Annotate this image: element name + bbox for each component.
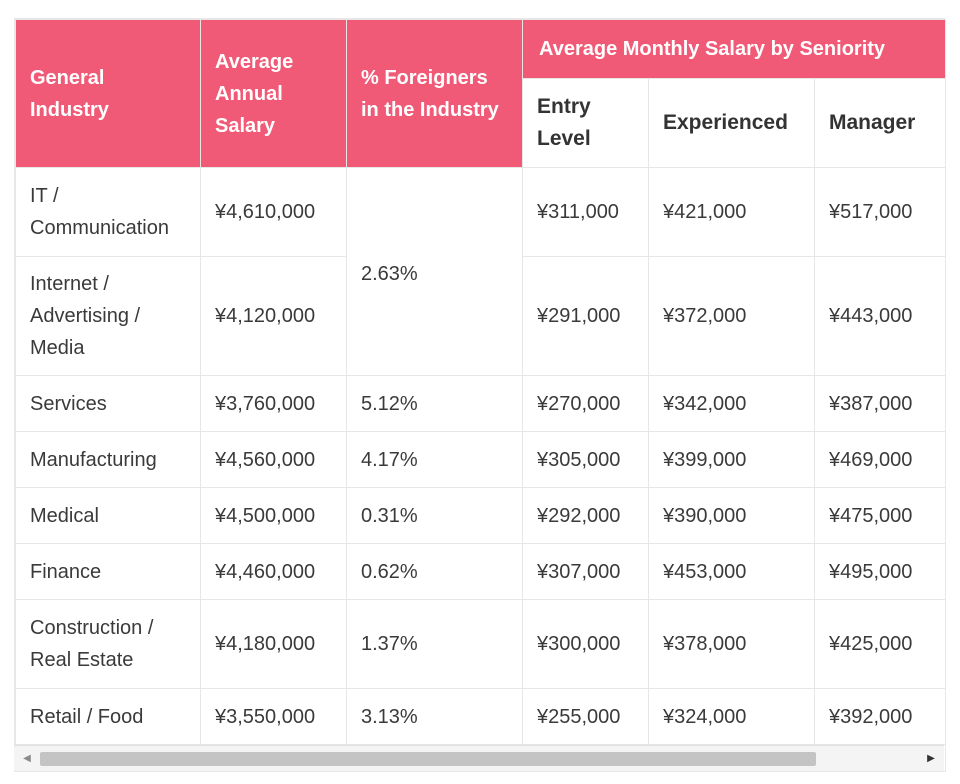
horizontal-scrollbar[interactable]: ◀ ▶ — [14, 745, 944, 771]
cell-annual: ¥4,560,000 — [200, 431, 347, 488]
header-entry-level: Entry Level — [522, 78, 649, 168]
table-row: IT / Communication ¥4,610,000 2.63% ¥311… — [15, 167, 945, 376]
cell-industry: Finance — [15, 543, 201, 600]
cell-annual: ¥4,610,000 — [200, 167, 347, 257]
cell-annual: ¥4,180,000 — [200, 599, 347, 689]
cell-entry: ¥255,000 — [522, 688, 649, 745]
cell-annual: ¥4,460,000 — [200, 543, 347, 600]
header-experienced: Experienced — [648, 78, 815, 168]
cell-experienced: ¥342,000 — [648, 375, 815, 432]
cell-annual: ¥4,500,000 — [200, 487, 347, 544]
cell-experienced: ¥421,000 — [648, 167, 815, 257]
cell-entry: ¥305,000 — [522, 431, 649, 488]
cell-foreigners: 0.31% — [346, 487, 523, 544]
cell-foreigners: 1.37% — [346, 599, 523, 689]
cell-experienced: ¥390,000 — [648, 487, 815, 544]
cell-entry: ¥270,000 — [522, 375, 649, 432]
cell-entry: ¥300,000 — [522, 599, 649, 689]
table-row: Finance ¥4,460,000 0.62% ¥307,000 ¥453,0… — [15, 543, 945, 600]
cell-foreigners: 5.12% — [346, 375, 523, 432]
cell-industry: Construction / Real Estate — [15, 599, 201, 689]
table-row: Manufacturing ¥4,560,000 4.17% ¥305,000 … — [15, 431, 945, 488]
cell-manager: ¥443,000 — [813, 256, 945, 376]
cell-experienced: ¥378,000 — [648, 599, 815, 689]
cell-manager: ¥387,000 — [813, 375, 945, 432]
cell-manager: ¥469,000 — [813, 431, 945, 488]
header-general-industry: General Industry — [15, 19, 201, 168]
header-foreigners-percent: % Foreigners in the Industry — [346, 19, 523, 168]
salary-table: General Industry Average Annual Salary %… — [15, 19, 945, 745]
table-row: Services ¥3,760,000 5.12% ¥270,000 ¥342,… — [15, 375, 945, 432]
cell-manager: ¥475,000 — [813, 487, 945, 544]
cell-foreigners: 3.13% — [346, 688, 523, 745]
cell-manager: ¥392,000 — [813, 688, 945, 745]
cell-manager: ¥517,000 — [813, 167, 945, 257]
cell-annual: ¥4,120,000 — [200, 256, 347, 376]
salary-table-container: General Industry Average Annual Salary %… — [14, 18, 946, 772]
cell-foreigners-value: 2.63% — [361, 263, 418, 285]
cell-manager: ¥495,000 — [813, 543, 945, 600]
cell-industry: Retail / Food — [15, 688, 201, 745]
cell-entry: ¥291,000 — [522, 256, 649, 376]
cell-foreigners: 0.62% — [346, 543, 523, 600]
cell-experienced: ¥372,000 — [648, 256, 815, 376]
header-manager: Manager — [813, 78, 945, 168]
cell-foreigners: 2.63% — [346, 167, 523, 376]
cell-entry: ¥307,000 — [522, 543, 649, 600]
cell-experienced: ¥399,000 — [648, 431, 815, 488]
scroll-right-arrow-icon[interactable]: ▶ — [927, 753, 935, 764]
cell-industry: Manufacturing — [15, 431, 201, 488]
table-row: Medical ¥4,500,000 0.31% ¥292,000 ¥390,0… — [15, 487, 945, 544]
cell-entry: ¥311,000 — [522, 167, 649, 257]
cell-industry: Medical — [15, 487, 201, 544]
cell-experienced: ¥453,000 — [648, 543, 815, 600]
table-row: Retail / Food ¥3,550,000 3.13% ¥255,000 … — [15, 688, 945, 745]
cell-industry: Services — [15, 375, 201, 432]
table-row: Construction / Real Estate ¥4,180,000 1.… — [15, 599, 945, 689]
cell-entry: ¥292,000 — [522, 487, 649, 544]
cell-experienced: ¥324,000 — [648, 688, 815, 745]
cell-industry: Internet / Advertising / Media — [15, 256, 201, 376]
header-average-annual-salary: Average Annual Salary — [200, 19, 347, 168]
cell-foreigners: 4.17% — [346, 431, 523, 488]
header-monthly-salary-group: Average Monthly Salary by Seniority — [521, 19, 945, 79]
cell-annual: ¥3,550,000 — [200, 688, 347, 745]
cell-annual: ¥3,760,000 — [200, 375, 347, 432]
table-row: Internet / Advertising / Media ¥4,120,00… — [15, 256, 945, 376]
cell-industry: IT / Communication — [15, 167, 201, 257]
scroll-left-arrow-icon[interactable]: ◀ — [23, 753, 31, 764]
cell-manager: ¥425,000 — [813, 599, 945, 689]
scrollbar-thumb[interactable] — [40, 752, 816, 766]
